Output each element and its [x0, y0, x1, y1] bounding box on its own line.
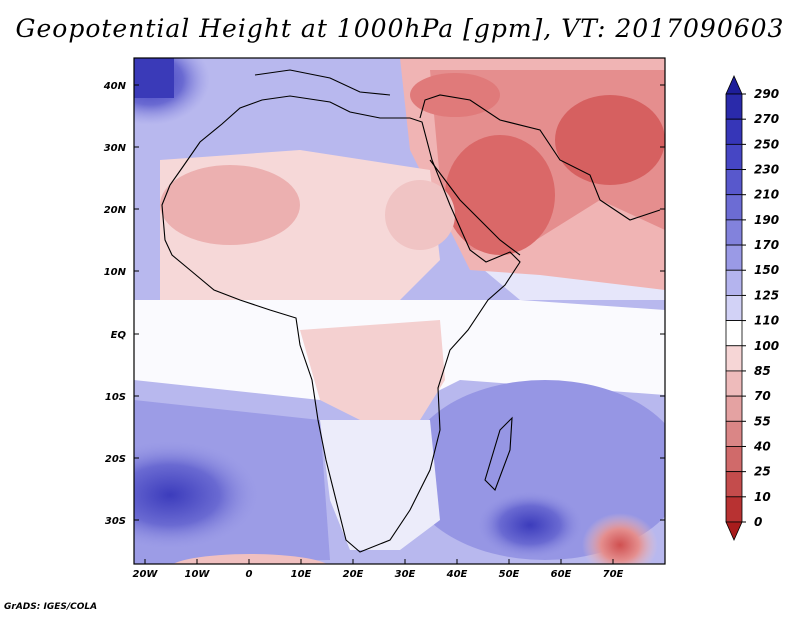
lon-tick-20w: 20W — [133, 559, 159, 580]
lon-tick-20e: 20E — [343, 559, 364, 580]
colorbar-label: 125 — [754, 288, 779, 302]
lat-label: 30S — [105, 516, 126, 527]
colorbar-segment — [725, 320, 743, 347]
lon-label: 30E — [395, 569, 416, 580]
height-field — [134, 58, 665, 564]
colorbar-label: 40 — [753, 439, 771, 453]
lat-tick-20s: 20S — [105, 454, 665, 465]
lat-tick-10n: 10N — [104, 267, 665, 278]
colorbar-label: 270 — [754, 112, 779, 126]
colorbar-label: 110 — [754, 314, 779, 328]
lat-label: 40N — [103, 81, 127, 92]
colorbar: 2902702502302101901701501251101008570554… — [725, 75, 779, 541]
lon-tick-30e: 30E — [395, 559, 416, 580]
lon-label: 20E — [343, 569, 364, 580]
colorbar-segment — [725, 93, 743, 120]
lon-tick-10e: 10E — [291, 559, 312, 580]
lon-tick-0: 0 — [246, 559, 253, 580]
colorbar-segment — [725, 194, 743, 221]
colorbar-segment — [725, 471, 743, 498]
colorbar-segment — [725, 370, 743, 397]
lat-tick-10s: 10S — [105, 392, 665, 403]
lat-label: 10S — [105, 392, 126, 403]
colorbar-label: 0 — [754, 515, 762, 529]
chart-title: Geopotential Height at 1000hPa [gpm], VT… — [15, 14, 785, 43]
colorbar-bottom-triangle — [725, 521, 743, 541]
map-frame — [133, 57, 666, 565]
lon-label: 70E — [603, 569, 624, 580]
lat-label: 20N — [104, 205, 127, 216]
colorbar-label: 190 — [754, 213, 779, 227]
lon-tick-60e: 60E — [551, 559, 572, 580]
colorbar-label: 10 — [754, 490, 771, 504]
lon-label: 20W — [133, 569, 159, 580]
colorbar-label: 210 — [754, 188, 779, 202]
lat-label: 20S — [105, 454, 126, 465]
lat-label: 10N — [104, 267, 127, 278]
colorbar-label: 85 — [754, 364, 771, 378]
lon-label: 10W — [185, 569, 211, 580]
colorbar-segment — [725, 420, 743, 447]
lon-label: 10E — [291, 569, 312, 580]
colorbar-label: 100 — [754, 339, 779, 353]
colorbar-segment — [725, 118, 743, 145]
lat-tick-eq: EQ — [111, 330, 665, 341]
lat-tick-30n: 30N — [104, 143, 665, 154]
colorbar-segment — [725, 219, 743, 246]
lat-label: EQ — [111, 330, 127, 341]
colorbar-segment — [725, 169, 743, 196]
lon-tick-40e: 40E — [446, 559, 468, 580]
lat-label: 30N — [104, 143, 127, 154]
colorbar-top-triangle — [725, 75, 743, 95]
lon-label: 60E — [551, 569, 572, 580]
colorbar-label: 150 — [754, 263, 779, 277]
lon-tick-10w: 10W — [185, 559, 211, 580]
lat-tick-30s: 30S — [105, 516, 665, 527]
colorbar-label: 250 — [754, 137, 779, 151]
lat-tick-20n: 20N — [104, 205, 665, 216]
lon-tick-50e: 50E — [499, 559, 520, 580]
lon-label: 0 — [246, 569, 253, 580]
latitude-axis: 40N 30N 20N 10N EQ 10S 20S 30S — [103, 81, 665, 527]
coastlines — [161, 69, 661, 553]
colorbar-segment — [725, 244, 743, 271]
colorbar-segment — [725, 446, 743, 473]
colorbar-segment — [725, 395, 743, 422]
colorbar-label: 170 — [754, 238, 779, 252]
software-credit: GrADS: IGES/COLA — [4, 602, 98, 612]
colorbar-label: 70 — [754, 389, 771, 403]
lon-label: 40E — [446, 569, 468, 580]
lat-tick-40n: 40N — [103, 81, 665, 92]
lon-label: 50E — [499, 569, 520, 580]
colorbar-segment — [725, 143, 743, 170]
colorbar-label: 55 — [754, 414, 771, 428]
colorbar-label: 25 — [754, 465, 771, 479]
colorbar-segment — [725, 295, 743, 321]
lon-tick-70e: 70E — [603, 559, 624, 580]
colorbar-label: 230 — [754, 163, 779, 177]
colorbar-segment — [725, 269, 743, 296]
colorbar-label: 290 — [754, 87, 779, 101]
longitude-axis: 20W 10W 0 10E 20E 30E 40E 50E 60E 70E — [133, 559, 624, 580]
colorbar-segment — [725, 496, 743, 523]
colorbar-segment — [725, 345, 743, 372]
